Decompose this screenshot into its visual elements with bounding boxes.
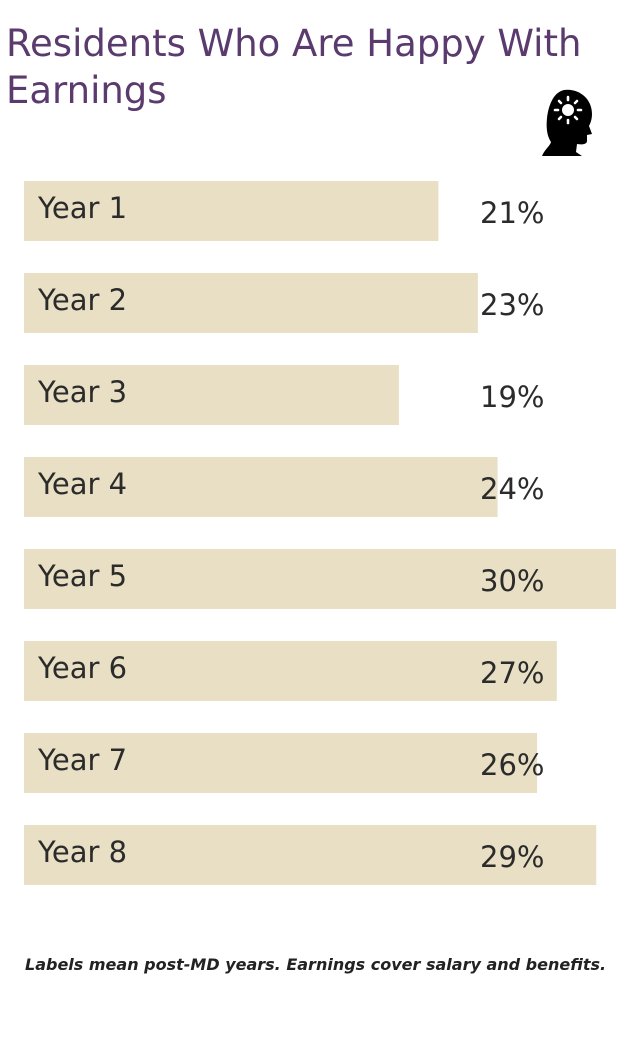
value-label: 24% — [480, 472, 544, 506]
category-label: Year 5 — [37, 559, 127, 593]
value-label: 27% — [480, 656, 544, 690]
bar-7 — [24, 733, 538, 793]
value-label: 26% — [480, 748, 544, 782]
bar-1 — [24, 181, 439, 241]
category-label: Year 7 — [37, 743, 127, 777]
value-label: 23% — [480, 288, 544, 322]
bar-8 — [24, 825, 597, 885]
bar-3 — [24, 365, 399, 425]
chart-title: Residents Who Are Happy With Earnings — [6, 22, 582, 112]
category-label: Year 8 — [37, 835, 127, 869]
value-label: 21% — [480, 196, 544, 230]
value-label: 30% — [480, 564, 544, 598]
category-label: Year 1 — [37, 191, 127, 225]
category-label: Year 4 — [37, 467, 127, 501]
head-with-sun-icon — [542, 89, 592, 156]
bar-4 — [24, 457, 498, 517]
bar-5 — [24, 549, 616, 609]
value-label: 19% — [480, 380, 544, 414]
bar-6 — [24, 641, 557, 701]
bar-2 — [24, 273, 478, 333]
category-label: Year 6 — [37, 651, 127, 685]
value-label: 29% — [480, 840, 544, 874]
footnote: Labels mean post-MD years. Earnings cove… — [25, 955, 607, 974]
category-label: Year 3 — [37, 375, 127, 409]
category-label: Year 2 — [37, 283, 127, 317]
